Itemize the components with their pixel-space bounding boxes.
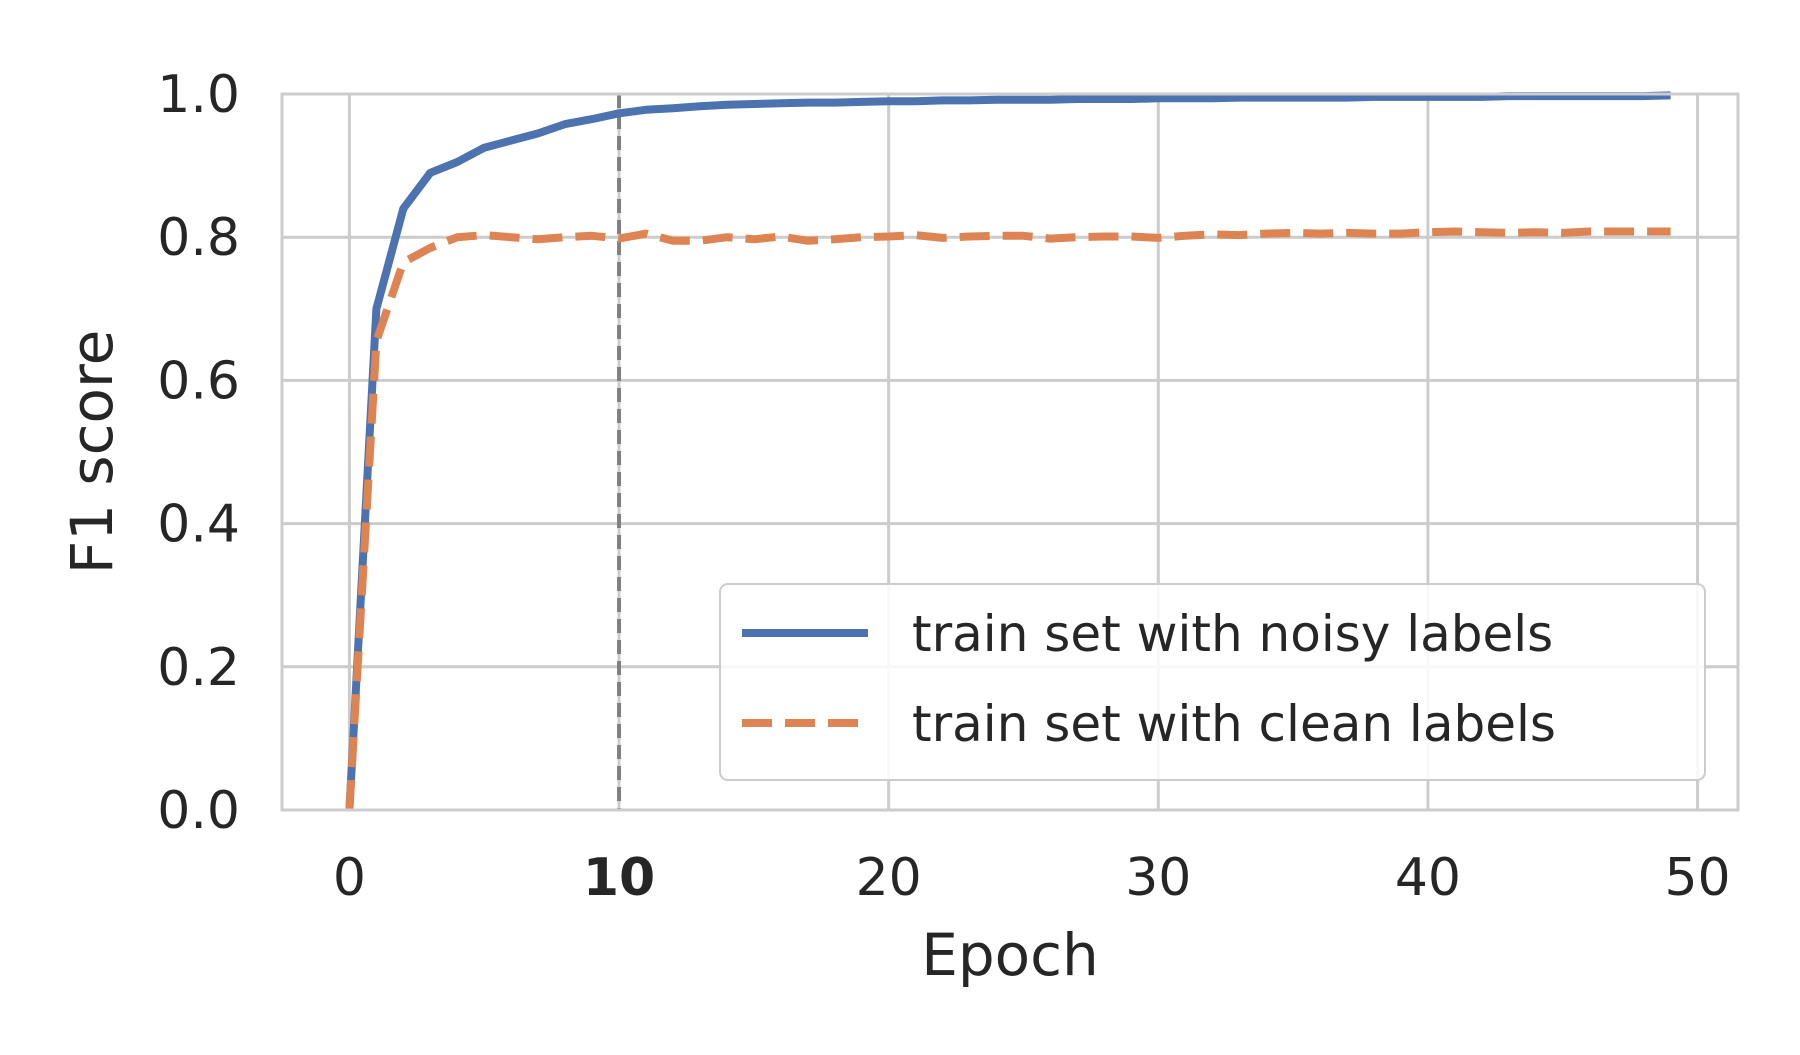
x-tick-label: 30 (1125, 848, 1191, 908)
x-tick-label: 20 (856, 848, 922, 908)
x-tick-label: 10 (583, 848, 655, 908)
y-axis-title: F1 score (58, 330, 126, 575)
x-tick-label: 0 (333, 848, 366, 908)
y-tick-label: 1.0 (157, 65, 240, 125)
series-layer (345, 91, 1671, 811)
legend-label-noisy: train set with noisy labels (912, 605, 1553, 663)
y-tick-label: 0.4 (157, 495, 240, 555)
x-tick-label: 40 (1395, 848, 1461, 908)
legend: train set with noisy labels train set wi… (719, 583, 1706, 781)
y-tick-labels: 0.0 0.2 0.4 0.6 0.8 1.0 (157, 65, 240, 841)
y-tick-label: 0.8 (157, 208, 240, 268)
plot-frame (280, 92, 1740, 812)
x-tick-labels: 0 10 20 30 40 50 (333, 848, 1731, 908)
legend-label-clean: train set with clean labels (912, 695, 1556, 753)
legend-box (719, 583, 1706, 781)
y-tick-label: 0.0 (157, 781, 240, 841)
series-line-noisy (345, 91, 1671, 811)
series-line-clean (345, 227, 1671, 811)
x-axis-title: Epoch (921, 921, 1099, 989)
y-tick-label: 0.2 (157, 638, 240, 698)
y-tick-label: 0.6 (157, 351, 240, 411)
x-tick-label: 50 (1664, 848, 1730, 908)
